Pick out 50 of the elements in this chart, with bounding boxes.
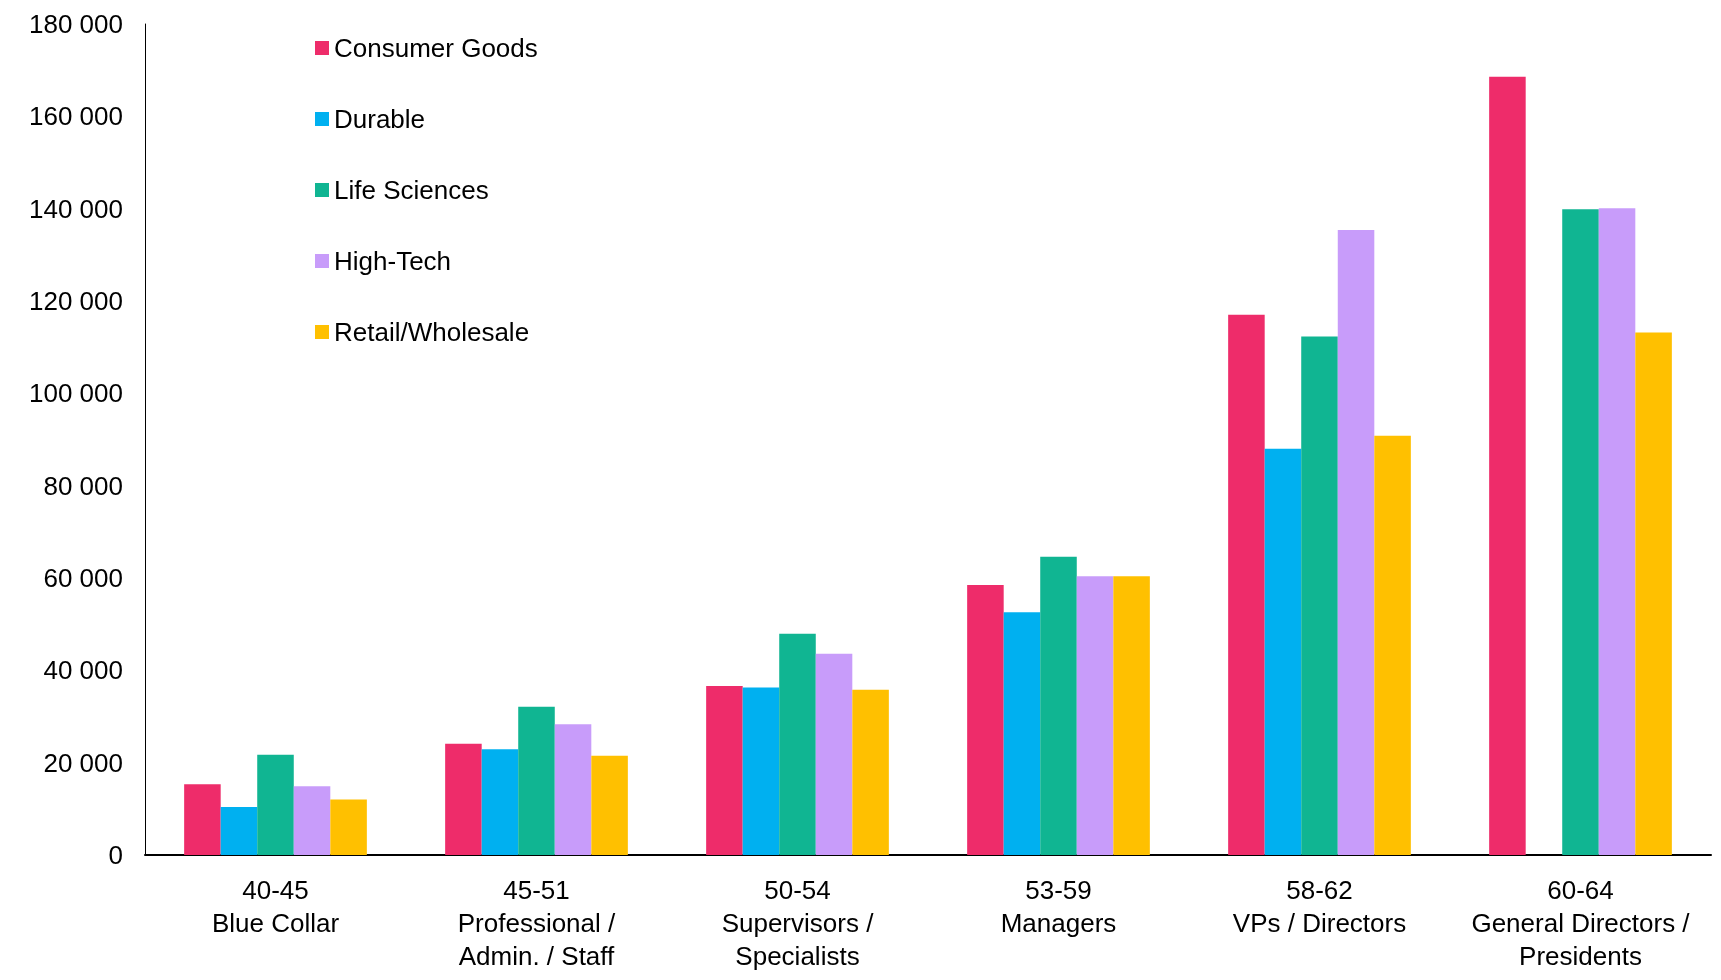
bar	[1337, 229, 1375, 855]
bar	[1264, 448, 1302, 855]
bar	[1635, 332, 1672, 855]
bar	[852, 689, 889, 855]
legend-label: Durable	[334, 104, 426, 134]
x-tick-label: 60-64 General Directors / Presidents	[1471, 874, 1691, 971]
bar	[445, 743, 482, 855]
bar	[1489, 76, 1526, 855]
bar	[742, 687, 780, 855]
y-tick-label: 120 000	[29, 286, 123, 316]
bar	[481, 749, 519, 855]
y-tick-label: 0	[108, 840, 123, 870]
x-tick-label: 50-54 Supervisors / Specialists	[721, 874, 875, 971]
bar	[1076, 576, 1114, 855]
y-tick-label: 160 000	[29, 101, 123, 132]
legend-label: Retail/Wholesale	[334, 317, 530, 347]
y-tick-label: 80 000	[43, 470, 123, 501]
bar	[1003, 612, 1041, 855]
legend-label: Life Sciences	[334, 175, 489, 205]
y-tick-label: 100 000	[29, 378, 123, 409]
y-tick-label: 40 000	[43, 655, 123, 686]
bar	[706, 686, 743, 855]
bar	[1598, 208, 1636, 855]
bar	[967, 584, 1004, 855]
bar	[257, 754, 294, 855]
bar	[330, 799, 367, 855]
bar	[1562, 209, 1599, 855]
bar	[1228, 314, 1265, 855]
bar	[591, 755, 628, 855]
y-tick-label: 60 000	[43, 563, 123, 593]
bar	[293, 786, 331, 855]
bar	[184, 784, 221, 855]
bar	[779, 633, 816, 855]
x-tick-label: 53-59 Managers	[1000, 874, 1117, 938]
y-tick-label: 180 000	[29, 9, 123, 39]
x-tick-label: 58-62 VPs / Directors	[1232, 874, 1407, 938]
bar	[1301, 336, 1338, 855]
y-tick-label: 140 000	[29, 193, 123, 224]
bar	[220, 806, 258, 855]
legend-label: High-Tech	[334, 246, 452, 276]
legend-label: Consumer Goods	[334, 33, 538, 63]
bar	[1374, 435, 1411, 855]
x-tick-label: 40-45 Blue Collar	[211, 874, 340, 938]
bar	[554, 724, 592, 855]
bar	[815, 653, 853, 855]
y-tick-label: 20 000	[43, 747, 123, 778]
bar	[518, 706, 555, 855]
bar	[1113, 576, 1150, 855]
bar	[1040, 556, 1077, 855]
x-tick-label: 45-51 Professional / Admin. / Staff	[457, 874, 617, 971]
